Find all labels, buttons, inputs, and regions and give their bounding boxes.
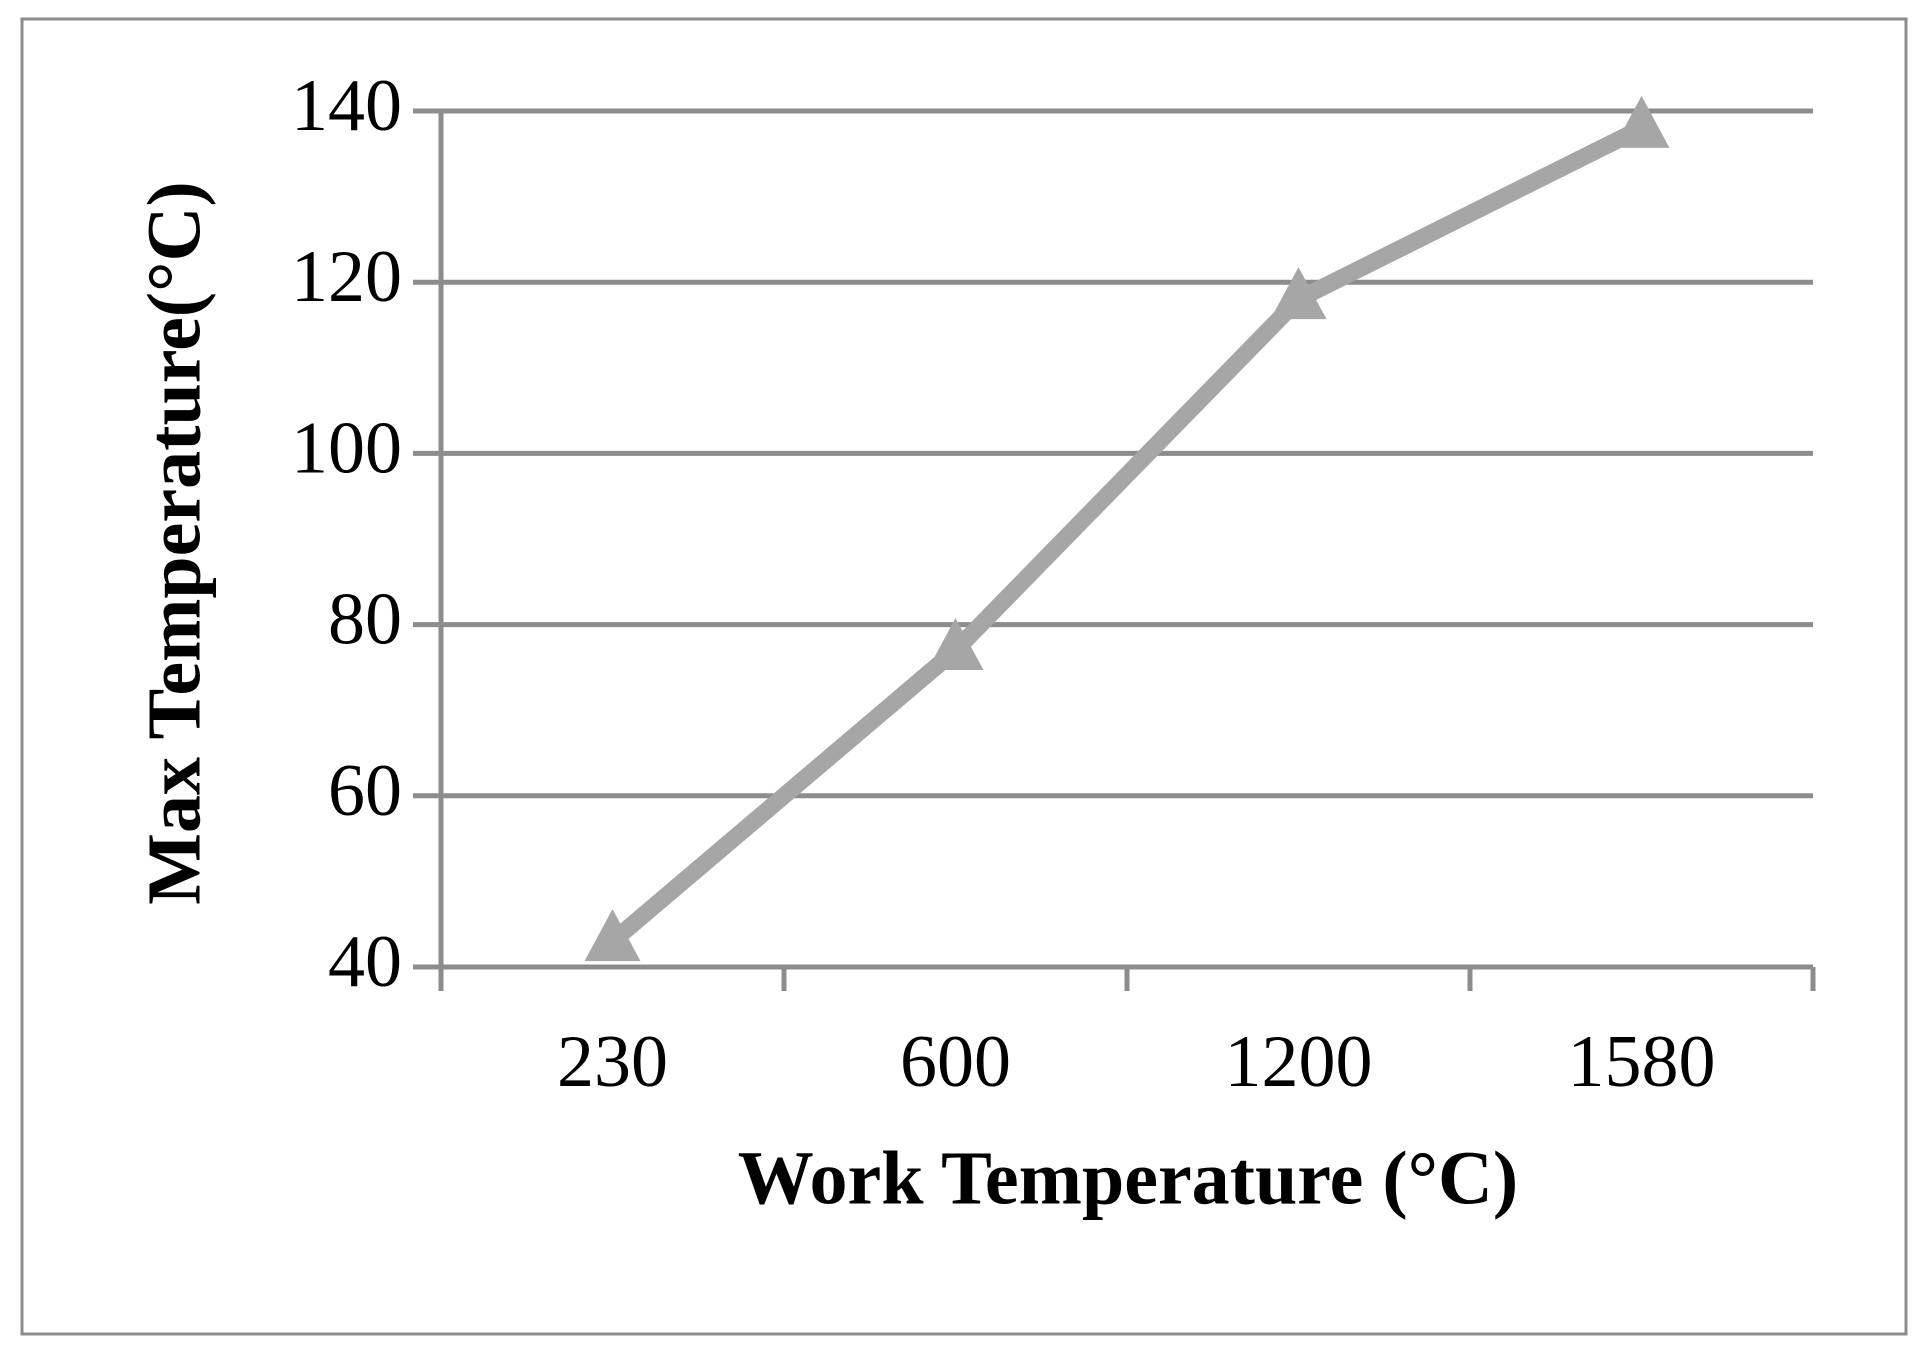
y-tick-label: 140 bbox=[291, 65, 402, 147]
axes bbox=[438, 111, 1816, 991]
triangle-marker bbox=[584, 909, 641, 962]
x-tick-label: 230 bbox=[557, 1021, 668, 1103]
y-tick-label: 40 bbox=[328, 921, 402, 1003]
series-line bbox=[607, 120, 1646, 948]
x-tick-label: 1200 bbox=[1225, 1021, 1373, 1103]
chart-frame bbox=[20, 17, 1908, 1336]
y-tick-label: 60 bbox=[328, 750, 402, 832]
tick-labels: 40 60 80 100 120 140 230 600 1200 1580 bbox=[291, 65, 1716, 1103]
triangle-marker bbox=[1270, 267, 1327, 320]
triangle-marker bbox=[1613, 95, 1670, 148]
series-layer bbox=[584, 95, 1670, 962]
x-tick-label: 600 bbox=[900, 1021, 1011, 1103]
y-axis-title: Max Temperature(°C) bbox=[132, 181, 216, 904]
x-axis-title: Work Temperature (°C) bbox=[738, 1136, 1518, 1220]
gridlines bbox=[413, 108, 1813, 970]
y-tick-label: 120 bbox=[291, 236, 402, 318]
x-tick-label: 1580 bbox=[1568, 1021, 1716, 1103]
y-tick-label: 80 bbox=[328, 579, 402, 661]
y-tick-label: 100 bbox=[291, 407, 402, 489]
triangle-marker bbox=[927, 618, 984, 671]
